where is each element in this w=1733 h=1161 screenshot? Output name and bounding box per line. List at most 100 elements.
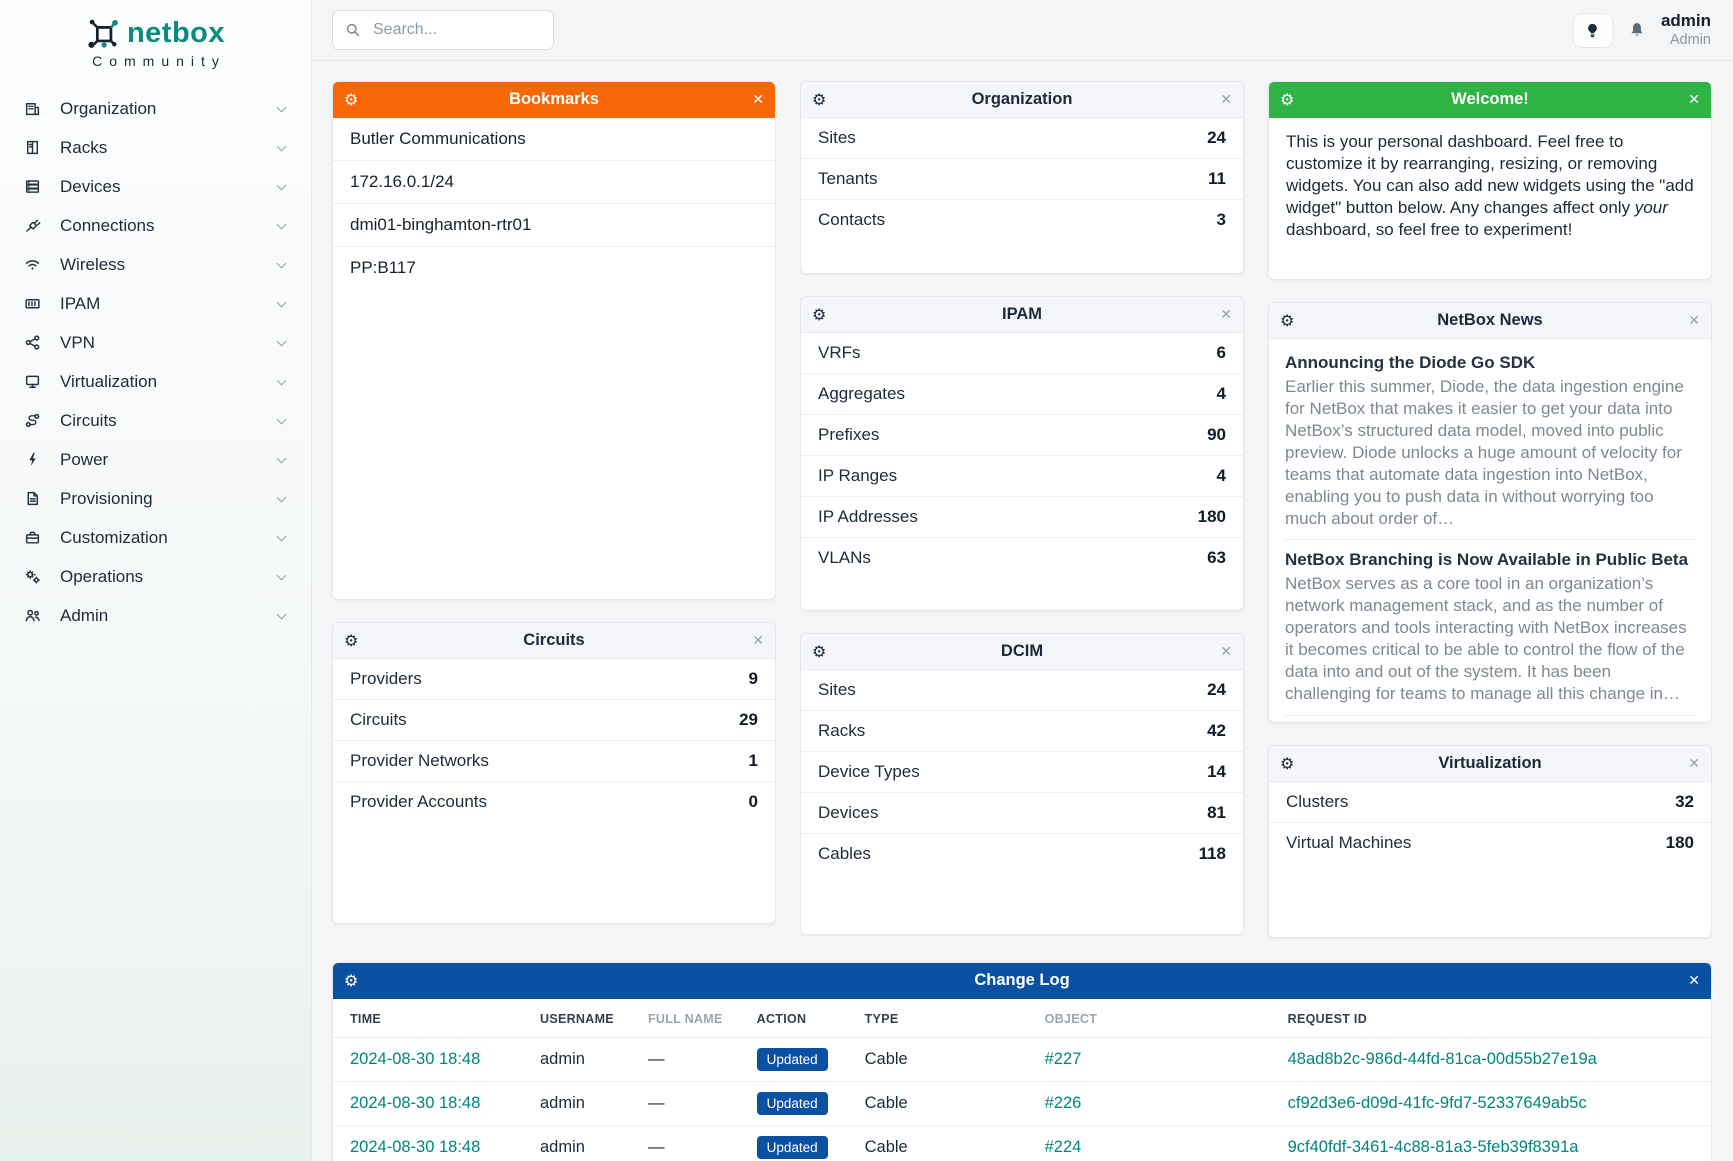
stat-value[interactable]: 42 (1207, 721, 1226, 740)
close-icon[interactable]: ✕ (1208, 307, 1232, 323)
changelog-time-link[interactable]: 2024-08-30 18:48 (350, 1138, 481, 1156)
bookmark-item[interactable]: PP:B117 (333, 246, 775, 289)
stat-value[interactable]: 9 (748, 669, 758, 688)
sidebar-item-label: Power (60, 449, 109, 469)
stat-value[interactable]: 90 (1207, 425, 1226, 444)
news-headline[interactable]: Announcing the Diode Go SDK (1285, 353, 1536, 372)
sidebar-item-power[interactable]: Power (0, 440, 311, 479)
stat-value[interactable]: 180 (1665, 833, 1694, 852)
widget-config-icon[interactable]: ⚙ (812, 642, 836, 661)
stat-label: IP Ranges (818, 466, 898, 485)
column-header-request-id: REQUEST ID (1270, 999, 1711, 1038)
sidebar-item-wireless[interactable]: Wireless (0, 245, 311, 284)
stat-value[interactable]: 24 (1207, 128, 1226, 147)
changelog-request-id-link[interactable]: 9cf40fdf-3461-4c88-81a3-5feb39f8391a (1287, 1138, 1579, 1156)
notifications-button[interactable] (1628, 21, 1646, 39)
sidebar-item-circuits[interactable]: Circuits (0, 401, 311, 440)
stat-value[interactable]: 180 (1197, 507, 1226, 526)
changelog-request-id-link[interactable]: cf92d3e6-d09d-41fc-9fd7-52337649ab5c (1287, 1094, 1587, 1112)
sidebar-item-provisioning[interactable]: Provisioning (0, 479, 311, 518)
stat-value[interactable]: 29 (739, 710, 758, 729)
widget-title: Change Log (974, 971, 1070, 989)
stat-value[interactable]: 81 (1207, 803, 1226, 822)
close-icon[interactable]: ✕ (1208, 92, 1232, 108)
theme-toggle-button[interactable] (1572, 12, 1613, 48)
news-headline[interactable]: NetBox Branching is Now Available in Pub… (1285, 550, 1689, 570)
changelog-full-name: — (630, 1125, 740, 1161)
user-menu[interactable]: admin Admin (1661, 11, 1711, 49)
action-badge: Updated (756, 1048, 828, 1071)
stat-row: Device Types 14 (801, 751, 1243, 792)
sidebar-item-label: Provisioning (60, 488, 153, 508)
stat-value[interactable]: 11 (1208, 169, 1226, 188)
column-header-full-name: FULL NAME (630, 999, 740, 1038)
changelog-object-link[interactable]: #227 (1044, 1050, 1082, 1068)
sidebar-item-label: Organization (60, 98, 157, 118)
sidebar-item-operations[interactable]: Operations (0, 557, 311, 596)
changelog-object-link[interactable]: #224 (1044, 1138, 1082, 1156)
stat-value[interactable]: 4 (1216, 384, 1226, 403)
stat-value[interactable]: 63 (1207, 548, 1226, 567)
stat-label: Sites (818, 128, 856, 147)
close-icon[interactable]: ✕ (1676, 313, 1700, 329)
wifi-icon (24, 256, 44, 273)
action-badge: Updated (756, 1136, 828, 1159)
stat-row: Virtual Machines 180 (1269, 822, 1711, 863)
widget-config-icon[interactable]: ⚙ (812, 90, 836, 109)
route-icon (24, 412, 44, 429)
stat-row: Contacts 3 (801, 199, 1243, 240)
sidebar-item-admin[interactable]: Admin (0, 596, 311, 635)
stat-value[interactable]: 4 (1216, 466, 1226, 485)
widget-config-icon[interactable]: ⚙ (1280, 90, 1304, 109)
stat-row: Tenants 11 (801, 158, 1243, 199)
widget-config-icon[interactable]: ⚙ (344, 631, 368, 650)
stat-value[interactable]: 0 (748, 792, 758, 811)
sidebar-item-label: Customization (60, 527, 168, 547)
close-icon[interactable]: ✕ (740, 633, 764, 649)
changelog-table: TIME USERNAME FULL NAME ACTION TYPE OBJE… (333, 999, 1711, 1161)
search-box (332, 10, 554, 50)
sidebar-item-organization[interactable]: Organization (0, 89, 311, 128)
close-icon[interactable]: ✕ (1676, 756, 1700, 772)
changelog-request-id-link[interactable]: 48ad8b2c-986d-44fd-81ca-00d55b27e19a (1287, 1050, 1597, 1068)
sidebar-item-virtualization[interactable]: Virtualization (0, 362, 311, 401)
stat-value[interactable]: 32 (1675, 792, 1694, 811)
stat-value[interactable]: 1 (748, 751, 758, 770)
brand[interactable]: netbox Community (0, 0, 311, 83)
stat-value[interactable]: 6 (1216, 343, 1226, 362)
widget-config-icon[interactable]: ⚙ (1280, 754, 1304, 773)
stat-value[interactable]: 118 (1198, 844, 1226, 863)
stat-row: VRFs 6 (801, 333, 1243, 373)
stat-row: Racks 42 (801, 710, 1243, 751)
widget-config-icon[interactable]: ⚙ (344, 90, 368, 109)
sidebar-item-connections[interactable]: Connections (0, 206, 311, 245)
bookmark-item[interactable]: Butler Communications (350, 129, 526, 148)
stat-value[interactable]: 14 (1207, 762, 1226, 781)
bookmark-item[interactable]: 172.16.0.1/24 (333, 160, 775, 203)
stat-value[interactable]: 24 (1207, 680, 1226, 699)
sidebar-item-vpn[interactable]: VPN (0, 323, 311, 362)
stat-row: Circuits 29 (333, 699, 775, 740)
widget-config-icon[interactable]: ⚙ (1280, 311, 1304, 330)
changelog-username: admin (523, 1081, 631, 1126)
bell-icon (1628, 21, 1646, 39)
changelog-object-link[interactable]: #226 (1044, 1094, 1082, 1112)
sidebar-item-racks[interactable]: Racks (0, 128, 311, 167)
close-icon[interactable]: ✕ (1676, 92, 1700, 108)
search-input[interactable] (371, 20, 541, 40)
sidebar-item-customization[interactable]: Customization (0, 518, 311, 557)
changelog-time-link[interactable]: 2024-08-30 18:48 (350, 1050, 481, 1068)
chevron-down-icon (276, 609, 287, 619)
stat-value[interactable]: 3 (1216, 210, 1226, 229)
sidebar-item-devices[interactable]: Devices (0, 167, 311, 206)
widget-config-icon[interactable]: ⚙ (344, 971, 368, 990)
close-icon[interactable]: ✕ (1208, 644, 1232, 660)
changelog-time-link[interactable]: 2024-08-30 18:48 (350, 1094, 481, 1112)
bookmark-item[interactable]: dmi01-binghamton-rtr01 (333, 203, 775, 246)
widget-config-icon[interactable]: ⚙ (812, 305, 836, 324)
close-icon[interactable]: ✕ (1676, 973, 1700, 989)
close-icon[interactable]: ✕ (740, 92, 764, 108)
widget-title: Welcome! (1451, 90, 1529, 108)
widget-title: Virtualization (1438, 754, 1542, 772)
sidebar-item-ipam[interactable]: IPAM (0, 284, 311, 323)
